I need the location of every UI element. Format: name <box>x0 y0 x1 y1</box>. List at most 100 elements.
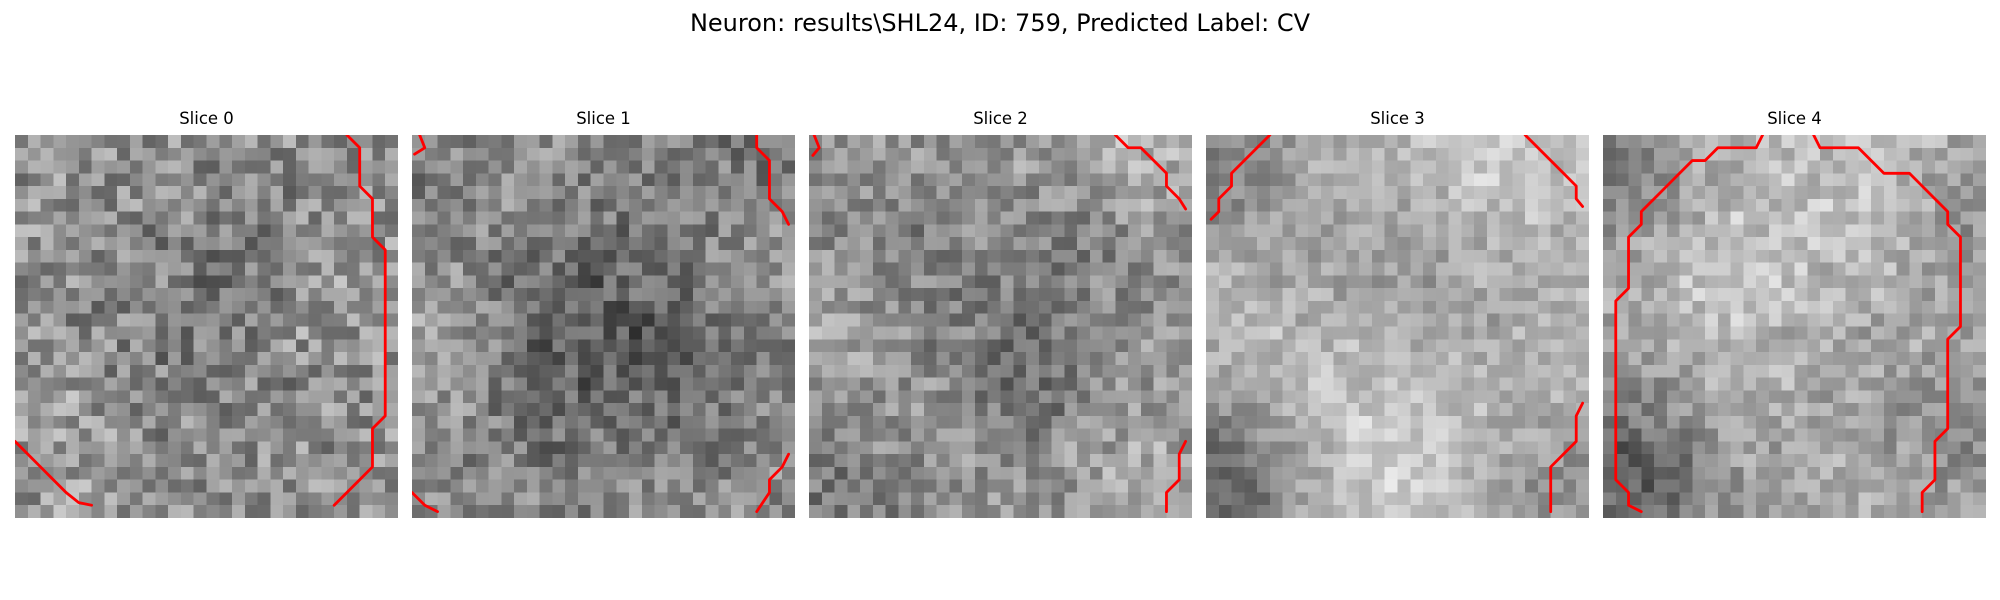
image-pixel <box>1410 377 1424 391</box>
image-pixel <box>1257 275 1271 289</box>
image-pixel <box>641 288 655 302</box>
image-pixel <box>834 135 848 149</box>
image-pixel <box>1820 160 1834 174</box>
image-pixel <box>1282 377 1296 391</box>
image-pixel <box>321 249 335 264</box>
image-pixel <box>321 415 335 430</box>
image-pixel <box>1486 364 1501 378</box>
image-pixel <box>1269 275 1283 289</box>
image-pixel <box>1359 211 1373 225</box>
image-pixel <box>346 454 361 468</box>
image-pixel <box>847 441 861 455</box>
image-pixel <box>1832 479 1846 493</box>
image-pixel <box>501 147 515 161</box>
image-pixel <box>155 479 169 493</box>
image-pixel <box>334 352 348 366</box>
image-pixel <box>321 186 335 200</box>
image-pixel <box>1038 211 1052 225</box>
image-pixel <box>1026 326 1040 340</box>
image-pixel <box>962 173 976 187</box>
image-pixel <box>193 249 207 264</box>
image-pixel <box>1781 186 1795 200</box>
image-pixel <box>424 313 438 327</box>
image-pixel <box>1282 466 1296 481</box>
image-pixel <box>346 160 361 174</box>
image-pixel <box>1858 262 1872 276</box>
image-pixel <box>898 147 912 161</box>
image-pixel <box>1346 135 1360 149</box>
image-pixel <box>1896 249 1910 264</box>
image-pixel <box>1166 147 1180 161</box>
image-pixel <box>53 224 67 238</box>
image-pixel <box>1026 211 1040 225</box>
image-pixel <box>756 390 770 404</box>
image-pixel <box>1692 224 1706 238</box>
image-pixel <box>1206 441 1220 455</box>
image-pixel <box>66 160 80 174</box>
image-pixel <box>78 147 92 161</box>
image-pixel <box>1320 313 1335 327</box>
image-pixel <box>834 147 848 161</box>
image-pixel <box>1973 147 1986 161</box>
image-pixel <box>987 160 1001 174</box>
image-pixel <box>654 403 668 417</box>
image-pixel <box>834 492 848 506</box>
image-pixel <box>283 275 297 289</box>
image-pixel <box>1397 364 1411 378</box>
image-pixel <box>1973 415 1986 430</box>
image-pixel <box>539 403 553 417</box>
image-pixel <box>1973 479 1986 493</box>
image-pixel <box>257 135 271 149</box>
image-pixel <box>1461 262 1475 276</box>
image-pixel <box>552 454 566 468</box>
image-pixel <box>1257 377 1271 391</box>
contour-0 <box>15 135 387 507</box>
image-pixel <box>1026 352 1040 366</box>
image-pixel <box>1807 505 1821 518</box>
image-pixel <box>1308 313 1322 327</box>
image-pixel <box>577 466 592 481</box>
image-pixel <box>1743 211 1757 225</box>
image-pixel <box>424 224 438 238</box>
image-pixel <box>898 262 912 276</box>
image-pixel <box>1461 147 1475 161</box>
image-pixel <box>705 428 719 442</box>
image-pixel <box>219 466 233 481</box>
image-pixel <box>1499 352 1513 366</box>
image-pixel <box>1102 466 1116 481</box>
image-pixel <box>1231 364 1245 378</box>
image-pixel <box>270 454 284 468</box>
image-pixel <box>1320 211 1335 225</box>
image-pixel <box>1153 403 1167 417</box>
image-pixel <box>1333 160 1347 174</box>
image-pixel <box>372 454 386 468</box>
image-pixel <box>692 313 707 327</box>
image-pixel <box>1486 211 1501 225</box>
image-pixel <box>1537 454 1552 468</box>
image-pixel <box>1692 198 1706 212</box>
image-pixel <box>731 300 745 315</box>
image-pixel <box>1628 390 1642 404</box>
image-pixel <box>936 135 950 149</box>
image-pixel <box>1858 237 1872 251</box>
image-pixel <box>1922 454 1936 468</box>
image-pixel <box>1563 428 1577 442</box>
image-pixel <box>1563 135 1577 149</box>
image-pixel <box>974 300 989 315</box>
image-pixel <box>1077 492 1091 506</box>
image-pixel <box>463 237 477 251</box>
image-pixel <box>872 403 886 417</box>
image-pixel <box>1218 237 1232 251</box>
image-pixel <box>1026 262 1040 276</box>
image-pixel <box>1858 288 1872 302</box>
image-pixel <box>1269 326 1283 340</box>
image-pixel <box>15 403 29 417</box>
image-pixel <box>1858 186 1872 200</box>
image-pixel <box>1128 313 1142 327</box>
image-pixel <box>1947 403 1961 417</box>
image-pixel <box>949 441 963 455</box>
image-pixel <box>1934 441 1949 455</box>
image-pixel <box>142 249 156 264</box>
image-pixel <box>1641 390 1655 404</box>
image-pixel <box>359 160 373 174</box>
